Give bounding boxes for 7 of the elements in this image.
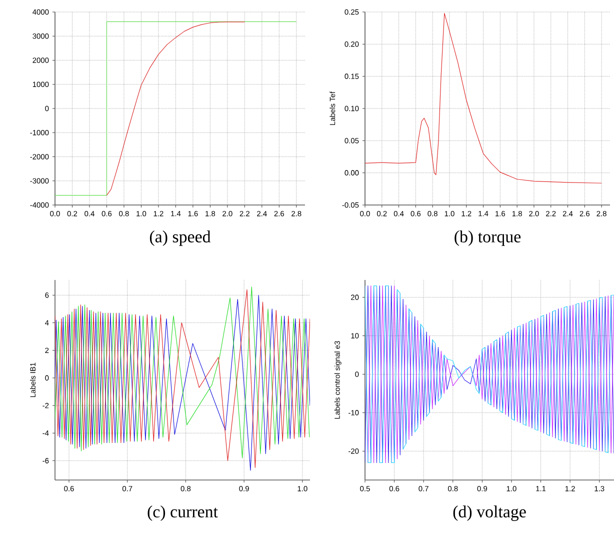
line-series (365, 285, 614, 463)
text: (a) speed (150, 230, 211, 246)
line-series (106, 22, 245, 196)
text: (c) current (148, 506, 218, 521)
text: (b) torque (454, 230, 521, 246)
text: (d) voltage (453, 506, 526, 521)
line-series (365, 12, 602, 184)
